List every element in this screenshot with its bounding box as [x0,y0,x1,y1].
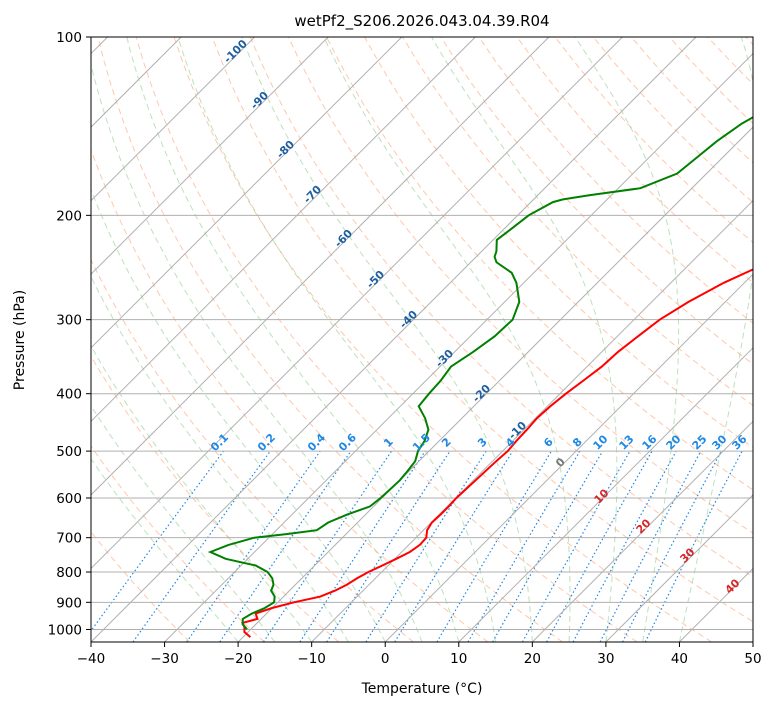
mixing-ratio-line [299,450,426,642]
x-tick-label: −10 [297,651,326,667]
x-tick-label: 40 [671,651,688,667]
mixing-ratio-line [521,450,631,642]
dry-adiabat-line [249,37,753,578]
dry-adiabats [91,37,753,642]
isotherm-line [605,494,753,642]
isotherm-line [91,37,476,423]
y-tick-label: 900 [56,595,82,611]
x-axis-label: Temperature (°C) [361,681,483,697]
isotherm-line [164,52,753,642]
y-tick-label: 500 [56,444,82,460]
isotherms [91,37,753,642]
dewpoint-line [207,116,753,631]
y-tick-label: 700 [56,531,82,547]
dry-adiabat-line [91,355,340,642]
x-tick-label: 50 [744,651,761,667]
temperature-line [241,268,753,638]
dry-adiabat-line [135,37,638,642]
isotherm-line [91,37,403,349]
isobar-gridlines [91,37,753,630]
x-tick-label: −20 [224,651,253,667]
dry-adiabat-line [173,37,713,642]
dry-adiabat-line [326,37,753,491]
isotherm-line [91,37,329,275]
isotherm-line [91,37,256,202]
isotherm-line [91,37,623,570]
y-tick-label: 200 [56,208,82,224]
plot-frame [90,36,754,643]
mixing-ratio-line [91,450,224,632]
isotherm-line [91,37,697,642]
mixing-ratio-line [219,450,352,642]
chart-title: wetPf2_S206.2026.043.04.39.R04 [294,12,549,31]
mixing-ratio-line [186,450,321,642]
mixing-ratio-lines [91,450,743,642]
isotherm-line [91,37,550,496]
moist-adiabat-line [678,37,753,642]
background-lines [91,37,753,642]
moist-adiabat-line [91,404,276,642]
y-tick-label: 600 [56,491,82,507]
isotherm-line [458,347,753,642]
moist-adiabat-line [91,275,349,642]
x-tick-label: −30 [150,651,179,667]
dry-adiabat-line [287,37,753,534]
dry-adiabat-line [97,37,563,642]
y-tick-label: 100 [56,30,82,46]
moist-adiabat-line [91,62,423,642]
mixing-ratio-line [326,450,451,642]
x-tick-label: 30 [597,651,614,667]
y-tick-label: 400 [56,387,82,403]
x-tick-label: −40 [77,651,106,667]
x-tick-label: 20 [524,651,541,667]
x-axis-ticks: −40 −30 −20 −10 0 10 20 30 40 50 [77,642,762,667]
moist-adiabat-line [91,458,239,642]
mixing-ratio-line [132,450,271,642]
mixing-ratio-line [546,450,653,642]
mixing-ratio-line [262,450,392,642]
isotherm-line [531,420,753,642]
isotherm-line [384,273,753,642]
y-tick-label: 800 [56,565,82,581]
moist-adiabat-line [574,37,680,642]
y-axis-ticks: 1000 900 800 700 600 500 400 300 200 100 [48,30,91,638]
moist-adiabat-line [323,37,571,642]
y-axis-label: Pressure (hPa) [12,290,28,390]
moist-adiabat-line [241,37,533,642]
isotherm-line [311,199,753,642]
x-tick-label: 10 [450,651,467,667]
dry-adiabat-line [91,445,265,642]
mixing-ratio-line [572,450,677,642]
mixing-ratio-line [394,450,514,642]
y-tick-label: 300 [56,313,82,329]
isotherm-line [237,126,753,642]
dry-adiabat-line [91,258,414,642]
moist-adiabat-line [91,188,386,642]
mixing-ratio-line [644,450,743,642]
plot-background [91,37,753,642]
moist-adiabat-line [126,37,460,642]
dry-adiabat-line [211,37,753,623]
y-tick-label: 1000 [48,622,82,638]
profiles [207,116,753,638]
moist-adiabat-line [177,37,497,642]
x-tick-label: 0 [381,651,390,667]
moist-adiabat-line [431,37,618,642]
